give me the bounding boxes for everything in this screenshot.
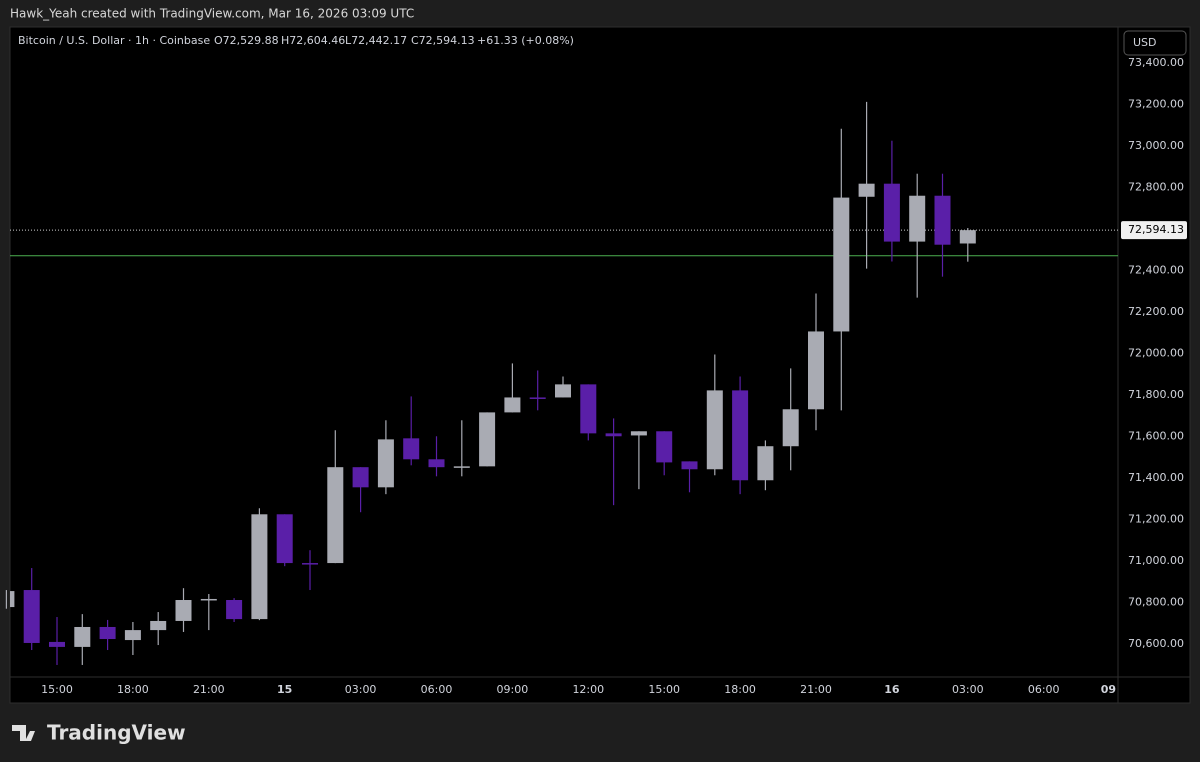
y-tick-label: 72,400.00 <box>1128 263 1184 276</box>
last-price-box <box>1121 221 1187 240</box>
y-tick-label: 70,600.00 <box>1128 637 1184 650</box>
candle-body <box>428 459 445 468</box>
candle-body <box>403 438 420 460</box>
legend-symbol: Bitcoin / U.S. Dollar · 1h · Coinbase <box>18 34 210 47</box>
y-tick-label: 72,800.00 <box>1128 180 1184 193</box>
last-price-label: 72,594.13 <box>1128 223 1184 236</box>
chart-area <box>9 26 1191 704</box>
candle-body <box>327 467 344 564</box>
x-tick-label: 21:00 <box>800 683 832 696</box>
y-tick-label: 71,600.00 <box>1128 429 1184 442</box>
x-tick-label: 15:00 <box>648 683 680 696</box>
y-tick-label: 72,200.00 <box>1128 305 1184 318</box>
x-tick-label: 03:00 <box>345 683 377 696</box>
x-tick-label: 06:00 <box>421 683 453 696</box>
y-tick-label: 72,000.00 <box>1128 346 1184 359</box>
candle-body <box>934 195 951 245</box>
candle-body <box>49 641 65 647</box>
y-tick-label: 73,000.00 <box>1128 139 1184 152</box>
candle-body <box>858 183 875 197</box>
logo-icon <box>12 725 35 741</box>
candle-body <box>99 626 116 640</box>
candle-body <box>377 439 394 488</box>
candle-body <box>959 230 976 244</box>
x-tick-label: 18:00 <box>724 683 756 696</box>
candle-body <box>732 390 749 481</box>
candle-body <box>909 195 926 242</box>
x-tick-label: 15:00 <box>41 683 73 696</box>
candle-body <box>226 600 243 620</box>
candle-body <box>833 197 850 332</box>
candle-body <box>706 390 723 470</box>
x-tick-label: 09:00 <box>497 683 529 696</box>
x-tick-label: 15 <box>277 683 292 696</box>
legend-open: O72,529.88 <box>214 34 279 47</box>
y-tick-label: 73,200.00 <box>1128 97 1184 110</box>
y-tick-label: 71,800.00 <box>1128 388 1184 401</box>
y-tick-label: 70,800.00 <box>1128 595 1184 608</box>
legend-close: C72,594.13 <box>411 34 475 47</box>
x-tick-label: 18:00 <box>117 683 149 696</box>
candle-body <box>630 431 647 436</box>
x-tick-label: 03:00 <box>952 683 984 696</box>
x-tick-label: 12:00 <box>572 683 604 696</box>
candle-body <box>555 384 571 398</box>
x-tick-label: 09 <box>1101 683 1116 696</box>
logo-text: TradingView <box>47 721 186 745</box>
candle-body <box>808 331 824 410</box>
candle-body <box>757 446 774 481</box>
candle-body <box>251 514 268 620</box>
candle-body <box>150 620 167 631</box>
candle-body <box>23 590 40 643</box>
currency-label[interactable]: USD <box>1133 36 1157 49</box>
y-tick-label: 73,400.00 <box>1128 56 1184 69</box>
candle-body <box>10 591 15 608</box>
currency-button[interactable] <box>1123 30 1187 56</box>
y-tick-label: 71,200.00 <box>1128 512 1184 525</box>
candle-body <box>74 626 91 647</box>
candle-body <box>124 630 141 641</box>
candle-body <box>175 600 192 621</box>
candle-body <box>302 563 318 565</box>
candle-body <box>352 467 369 488</box>
x-tick-label: 16 <box>884 683 900 696</box>
candle-body <box>479 412 496 467</box>
candle-body <box>883 183 900 242</box>
candle-body <box>782 409 799 447</box>
legend-high: H72,604.46 <box>281 34 345 47</box>
y-tick-label: 71,000.00 <box>1128 554 1184 567</box>
legend-low: L72,442.17 <box>345 34 407 47</box>
candle-body <box>453 466 470 468</box>
y-tick-label: 71,400.00 <box>1128 471 1184 484</box>
x-tick-label: 21:00 <box>193 683 225 696</box>
candle-body <box>656 431 673 463</box>
x-tick-label: 06:00 <box>1028 683 1060 696</box>
candle-body <box>580 384 597 434</box>
candle-body <box>605 433 622 437</box>
legend-change: +61.33 (+0.08%) <box>477 34 574 47</box>
candle-body <box>504 397 521 413</box>
candle-body <box>529 397 546 399</box>
logo: TradingView <box>12 721 186 745</box>
candle-body <box>681 461 698 470</box>
candle-body <box>200 598 217 601</box>
header-text: Hawk_Yeah created with TradingView.com, … <box>10 7 414 21</box>
candle-body <box>276 514 293 564</box>
